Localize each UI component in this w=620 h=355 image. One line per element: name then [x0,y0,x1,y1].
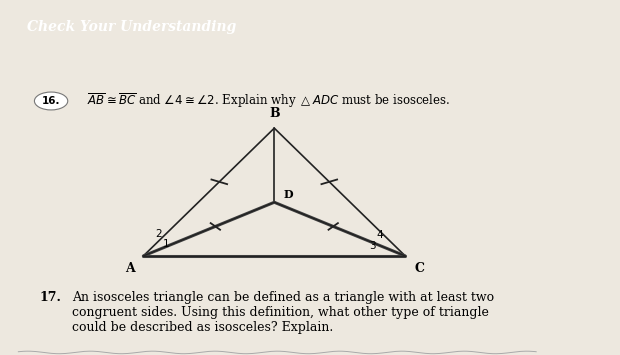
Text: 2: 2 [155,229,162,239]
Text: B: B [269,107,280,120]
Text: 16.: 16. [42,96,60,106]
Text: 1: 1 [162,239,169,249]
Text: Check Your Understanding: Check Your Understanding [27,20,237,34]
Text: A: A [125,262,135,275]
Text: 4: 4 [377,230,384,240]
Circle shape [35,92,68,110]
Text: An isosceles triangle can be defined as a triangle with at least two
congruent s: An isosceles triangle can be defined as … [72,291,494,334]
Text: C: C [414,262,424,275]
Text: 17.: 17. [39,291,61,304]
Text: $\overline{AB} \cong \overline{BC}$ and $\angle 4 \cong \angle 2$. Explain why $: $\overline{AB} \cong \overline{BC}$ and … [87,92,450,110]
Text: 3: 3 [369,241,376,251]
Text: D: D [283,189,293,200]
